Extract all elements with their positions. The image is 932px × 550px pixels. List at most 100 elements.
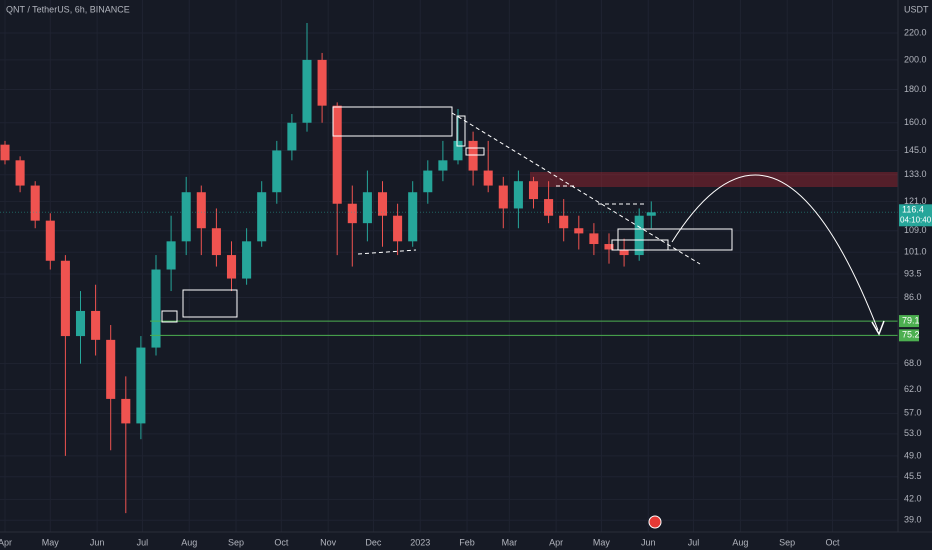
y-tick-label: 200.0	[904, 54, 927, 64]
x-tick-label: May	[42, 537, 60, 547]
candle-body	[166, 241, 176, 270]
box	[332, 106, 453, 137]
candle-body	[91, 310, 101, 340]
projection-arrow	[671, 174, 879, 331]
level-label-bg	[899, 329, 919, 342]
candle-body	[513, 181, 523, 209]
y-tick-label: 62.0	[904, 384, 922, 394]
candle-body	[287, 122, 297, 151]
candle-body	[619, 249, 629, 256]
drawings	[161, 106, 885, 529]
last-price-bg	[899, 204, 932, 227]
x-tick-label: Feb	[459, 537, 475, 547]
candle-body	[589, 233, 599, 245]
candle-body	[559, 215, 569, 229]
resistance-zone	[530, 172, 898, 187]
level-label: 75.2	[902, 330, 920, 340]
trend-line	[451, 112, 701, 265]
y-tick-label: 101.0	[904, 247, 927, 257]
trend-line	[357, 249, 417, 255]
chart-title: QNT / TetherUS, 6h, BINANCE	[6, 4, 130, 14]
candle-body	[75, 310, 86, 337]
y-tick-label: 180.0	[904, 84, 927, 94]
candle-body	[646, 212, 656, 216]
candle-body	[121, 398, 131, 424]
y-tick-label: 145.0	[904, 145, 927, 155]
y-tick-label: 57.0	[904, 408, 922, 418]
y-tick-label: 53.0	[904, 428, 922, 438]
candles	[0, 22, 898, 514]
y-tick-label: 68.0	[904, 358, 922, 368]
candle-body	[453, 140, 463, 161]
x-tick-label: Aug	[181, 537, 197, 547]
candle-body	[151, 269, 161, 348]
candle-body	[574, 228, 584, 234]
y-tick-label: 39.0	[904, 515, 922, 525]
y-tick-label: 220.0	[904, 27, 927, 37]
x-tick-label: Nov	[320, 537, 337, 547]
x-tick-label: Apr	[549, 537, 563, 547]
level-label-bg	[899, 315, 919, 328]
candle-body	[106, 339, 116, 399]
candle-body	[483, 170, 493, 186]
countdown-label: 04:10:40	[900, 215, 932, 224]
y-tick-label: 109.0	[904, 225, 927, 235]
y-tick-label: 42.0	[904, 494, 922, 504]
y-tick-label: 121.0	[904, 196, 927, 206]
x-tick-label: Oct	[274, 537, 289, 547]
candle-body	[438, 160, 448, 171]
arrow-head	[871, 320, 885, 336]
candle-body	[423, 170, 433, 193]
candle-body	[257, 192, 267, 242]
x-tick-label: Jul	[688, 537, 700, 547]
candle-body	[528, 181, 539, 200]
level-label: 79.1	[902, 315, 920, 325]
x-tick-label: 2023	[410, 537, 430, 547]
box	[161, 310, 178, 323]
candle-body	[136, 347, 146, 424]
candle-body	[408, 192, 418, 242]
candle-body	[377, 192, 388, 216]
x-tick-label: Sep	[779, 537, 795, 547]
candle-body	[196, 192, 206, 229]
candle-body	[317, 59, 327, 106]
candle-body	[468, 140, 478, 171]
candle-body	[332, 105, 342, 204]
y-tick-label: 45.5	[904, 471, 922, 481]
y-tick-label: 160.0	[904, 117, 927, 127]
candle-body	[302, 59, 312, 123]
axes: 220.0 200.0 180.0 160.0 145.0 133.0 121.0 109.0…	[0, 27, 932, 547]
x-tick-label: Aug	[732, 537, 748, 547]
candle-body	[242, 241, 252, 279]
candle-body	[30, 185, 40, 221]
x-tick-label: Oct	[825, 537, 840, 547]
unit-label: USDT	[904, 4, 929, 14]
y-tick-label: 93.5	[904, 268, 922, 278]
x-tick-label: Jun	[90, 537, 105, 547]
last-price-label: 116.4	[902, 205, 924, 215]
box	[182, 289, 238, 318]
candle-body	[347, 203, 357, 224]
x-tick-label: Jun	[641, 537, 656, 547]
x-tick-label: Sep	[228, 537, 244, 547]
candle-body	[0, 144, 10, 161]
candle-body	[60, 260, 70, 337]
candle-body	[393, 215, 403, 242]
candle-body	[362, 192, 372, 224]
candle-body	[45, 220, 55, 261]
candle-body	[544, 199, 554, 216]
candle-body	[181, 192, 191, 242]
candle-body	[498, 185, 508, 209]
candle-body	[211, 228, 221, 256]
box	[456, 115, 466, 147]
y-tick-label: 86.0	[904, 292, 922, 302]
candle-body	[226, 255, 237, 279]
x-tick-label: Mar	[502, 537, 518, 547]
x-tick-label: Dec	[365, 537, 382, 547]
candle-body	[604, 244, 614, 250]
candle-body	[15, 160, 25, 186]
box	[465, 147, 485, 156]
x-tick-label: May	[593, 537, 611, 547]
